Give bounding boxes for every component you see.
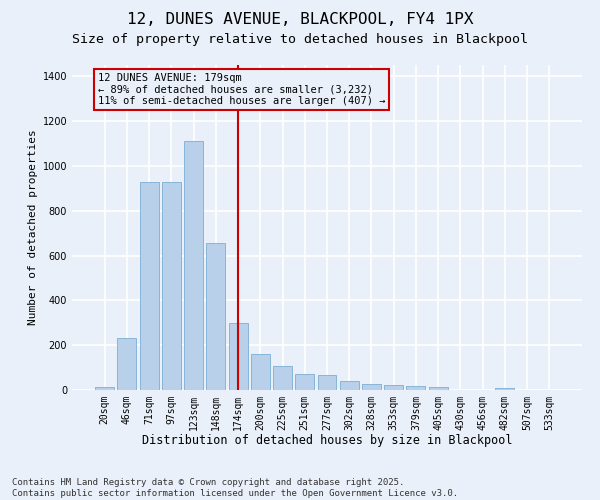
Bar bbox=[273, 366, 292, 390]
X-axis label: Distribution of detached houses by size in Blackpool: Distribution of detached houses by size … bbox=[142, 434, 512, 448]
Text: Size of property relative to detached houses in Blackpool: Size of property relative to detached ho… bbox=[72, 32, 528, 46]
Bar bbox=[251, 354, 270, 390]
Bar bbox=[362, 384, 381, 390]
Y-axis label: Number of detached properties: Number of detached properties bbox=[28, 130, 38, 326]
Bar bbox=[140, 182, 158, 390]
Bar bbox=[229, 323, 248, 390]
Bar bbox=[340, 381, 359, 390]
Text: 12 DUNES AVENUE: 179sqm
← 89% of detached houses are smaller (3,232)
11% of semi: 12 DUNES AVENUE: 179sqm ← 89% of detache… bbox=[97, 73, 385, 106]
Bar bbox=[384, 385, 403, 390]
Bar bbox=[184, 141, 203, 390]
Bar bbox=[118, 338, 136, 390]
Bar bbox=[295, 374, 314, 390]
Bar bbox=[406, 386, 425, 390]
Bar bbox=[95, 386, 114, 390]
Bar bbox=[496, 388, 514, 390]
Bar bbox=[429, 386, 448, 390]
Bar bbox=[206, 243, 225, 390]
Text: 12, DUNES AVENUE, BLACKPOOL, FY4 1PX: 12, DUNES AVENUE, BLACKPOOL, FY4 1PX bbox=[127, 12, 473, 28]
Bar bbox=[317, 376, 337, 390]
Bar bbox=[162, 182, 181, 390]
Text: Contains HM Land Registry data © Crown copyright and database right 2025.
Contai: Contains HM Land Registry data © Crown c… bbox=[12, 478, 458, 498]
